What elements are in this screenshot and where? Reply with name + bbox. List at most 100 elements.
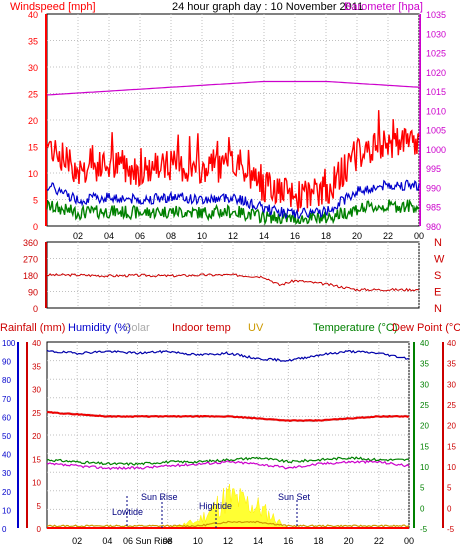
compass-letter: S [434, 270, 441, 282]
temperature-tick: -5 [420, 525, 428, 534]
temperature-tick: 0 [420, 504, 425, 513]
barometer-tick: 1030 [426, 29, 446, 39]
wind-gust-line [46, 110, 420, 212]
rainfall-tick: 35 [32, 362, 41, 371]
direction-tick: 0 [33, 304, 38, 314]
panel1-x-tick: 12 [228, 231, 238, 241]
humidity-line [46, 349, 410, 362]
barometer-tick: 1015 [426, 87, 446, 97]
temperature-tick: 40 [420, 339, 429, 348]
temperature-tick: 20 [420, 422, 429, 431]
temperature-label: Temperature (°C) [313, 322, 397, 334]
panel1-x-tick: 18 [321, 231, 331, 241]
humidity-tick: 20 [2, 488, 11, 497]
panel1-x-tick: 14 [259, 231, 269, 241]
windspeed-tick: 35 [28, 37, 38, 47]
panel1-x-tick: 10 [197, 231, 207, 241]
dewpoint-tick: 30 [447, 380, 456, 389]
windspeed-tick: 25 [28, 90, 38, 100]
indoor-temp-label: Indoor temp [172, 322, 231, 334]
uv-label: UV [248, 322, 264, 334]
panel3-x-tick: 12 [223, 536, 233, 546]
panel3-x-tick-sunrise: 06 Sun Rise [123, 536, 172, 546]
barometer-ticks: 980 985 990 995 1000 1005 1010 1015 1020 1025 1030… [426, 10, 446, 232]
wind-average-line [46, 179, 420, 219]
rainfall-tick: 20 [32, 432, 41, 441]
uv-line [46, 520, 410, 528]
humidity-tick: 80 [2, 376, 11, 385]
panel3-x-tick: 16 [283, 536, 293, 546]
dewpoint-tick: 10 [447, 463, 456, 472]
rainfall-tick: 40 [32, 339, 41, 348]
windspeed-tick: 5 [33, 196, 38, 206]
panel3-x-ticks: 02 04 08 10 12 14 16 18 20 22 00 06 Sun Rise [72, 536, 414, 546]
rainfall-tick: 25 [32, 409, 41, 418]
lowtide-label: Lowtide [112, 507, 143, 517]
windspeed-tick: 30 [28, 63, 38, 73]
rainfall-tick: 30 [32, 386, 41, 395]
barometer-tick: 990 [426, 183, 441, 193]
direction-tick: 180 [23, 271, 38, 281]
barometer-tick: 1000 [426, 145, 446, 155]
panel3-ticks: 01020304050607080901000510152025303540-5… [2, 339, 456, 534]
chart-title: 24 hour graph day : 10 November 2011 [172, 1, 363, 13]
barometer-tick: 985 [426, 203, 441, 213]
direction-ticks: 0 90 180 270 360 [23, 238, 38, 314]
rainfall-tick: 15 [32, 455, 41, 464]
panel3-x-tick: 14 [253, 536, 263, 546]
panel1-x-tick: 08 [166, 231, 176, 241]
panel1-series [46, 80, 420, 226]
windspeed-tick: 0 [33, 222, 38, 232]
barometer-tick: 1020 [426, 68, 446, 78]
solar-label: Solar [124, 322, 150, 334]
humidity-tick: 100 [2, 339, 16, 348]
barometer-axis-label: Barometer [hpa] [344, 1, 423, 13]
hightide-label: Hightide [199, 501, 232, 511]
humidity-tick: 0 [2, 525, 7, 534]
panel2-grid [47, 242, 420, 308]
humidity-tick: 10 [2, 506, 11, 515]
barometer-tick: 980 [426, 222, 441, 232]
panel1-x-tick: 06 [135, 231, 145, 241]
rainfall-tick: 0 [37, 525, 42, 534]
panel1-x-tick: 00 [414, 231, 424, 241]
dewpoint-tick: 20 [447, 422, 456, 431]
temperature-tick: 10 [420, 463, 429, 472]
panel3-x-tick: 04 [102, 536, 112, 546]
barometer-tick: 995 [426, 164, 441, 174]
humidity-tick: 60 [2, 413, 11, 422]
dewpoint-tick: 25 [447, 401, 456, 410]
barometer-tick: 1010 [426, 106, 446, 116]
windspeed-axis-label: Windspeed [mph] [10, 1, 96, 13]
dewpoint-tick: 35 [447, 360, 456, 369]
windspeed-ticks: 0 5 10 15 20 25 30 35 40 [28, 10, 38, 232]
humidity-tick: 90 [2, 358, 11, 367]
humidity-tick: 30 [2, 469, 11, 478]
dewpoint-label: Dew Point (°C) [392, 322, 460, 334]
panel1-grid [47, 14, 420, 226]
rainfall-label: Rainfall (mm) [0, 322, 65, 334]
windspeed-tick: 10 [28, 169, 38, 179]
temperature-tick: 5 [420, 484, 425, 493]
panel3-x-tick: 02 [72, 536, 82, 546]
panel3-x-tick: 22 [374, 536, 384, 546]
humidity-tick: 70 [2, 395, 11, 404]
panel3-x-tick: 10 [193, 536, 203, 546]
compass-letter: W [434, 254, 445, 266]
temperature-tick: 35 [420, 360, 429, 369]
sunset-label: Sun Set [278, 492, 311, 502]
panel3-series [46, 349, 410, 529]
direction-tick: 270 [23, 255, 38, 265]
compass-letter: N [434, 303, 442, 315]
panel3-x-tick: 08 [163, 536, 173, 546]
panel1-x-tick: 02 [73, 231, 83, 241]
compass-letter: E [434, 287, 441, 299]
temperature-line [46, 456, 410, 466]
dewpoint-tick: 0 [447, 504, 452, 513]
barometer-tick: 1025 [426, 49, 446, 59]
panel3-x-tick: 20 [344, 536, 354, 546]
humidity-tick: 50 [2, 432, 11, 441]
panel1-x-ticks: 02 04 06 08 10 12 14 16 18 20 22 00 [73, 231, 424, 241]
